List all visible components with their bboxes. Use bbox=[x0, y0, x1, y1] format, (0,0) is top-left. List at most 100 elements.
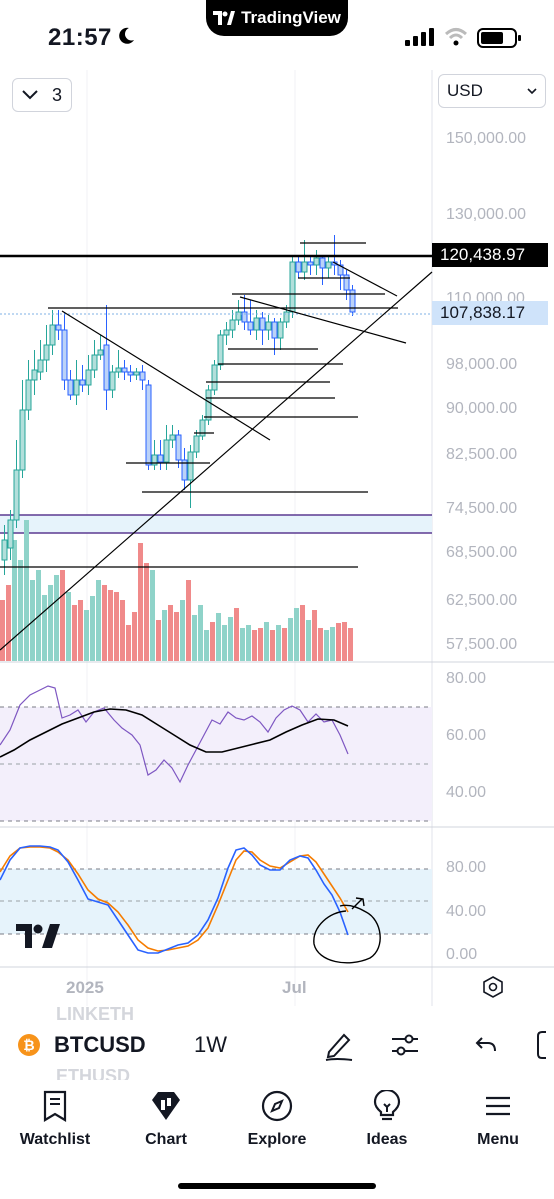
candle-body bbox=[271, 321, 278, 339]
volume-bar bbox=[240, 628, 245, 661]
descending-trendline bbox=[332, 261, 398, 297]
drawn-horizontal-lines bbox=[0, 242, 432, 568]
volume-bar bbox=[54, 575, 59, 661]
candle-body bbox=[211, 364, 218, 391]
price-tick: 62,500.00 bbox=[446, 592, 518, 609]
nav-label: Ideas bbox=[366, 1131, 408, 1148]
indicators-icon[interactable] bbox=[390, 1030, 420, 1060]
nav-menu[interactable]: Menu bbox=[448, 1090, 548, 1149]
symbol-toolbar bbox=[0, 1024, 554, 1068]
candle-body bbox=[139, 371, 146, 381]
rsi-ma-line bbox=[0, 708, 349, 758]
candle-body bbox=[349, 289, 356, 313]
candle-body bbox=[181, 459, 188, 481]
chevron-down-icon bbox=[527, 87, 537, 94]
wifi-icon bbox=[444, 28, 468, 46]
undo-icon[interactable] bbox=[474, 1034, 498, 1056]
hamburger-icon bbox=[486, 1096, 510, 1116]
moon-icon bbox=[119, 27, 134, 44]
candle-body bbox=[55, 324, 62, 331]
nav-explore[interactable]: Explore bbox=[227, 1090, 327, 1149]
price-tick: 150,000.00 bbox=[446, 130, 527, 147]
volume-bar bbox=[96, 580, 101, 661]
candle-body bbox=[277, 321, 284, 339]
volume-bar bbox=[312, 610, 317, 661]
nav-ideas[interactable]: Ideas bbox=[337, 1088, 437, 1149]
volume-bar bbox=[120, 600, 125, 661]
descending-trendline bbox=[61, 310, 271, 441]
candle-body bbox=[157, 454, 164, 463]
candle-body bbox=[301, 261, 308, 273]
candle-body bbox=[163, 439, 170, 463]
price-chart[interactable] bbox=[0, 70, 554, 1006]
candle-body bbox=[1, 539, 8, 561]
candle-body bbox=[103, 344, 110, 391]
tradingview-watermark-icon bbox=[16, 924, 60, 948]
volume-bar bbox=[60, 570, 65, 661]
price-tick: 68,500.00 bbox=[446, 544, 518, 561]
volume-bar bbox=[90, 596, 95, 661]
nav-chart[interactable]: Chart bbox=[116, 1090, 216, 1149]
currency-select[interactable]: USD bbox=[438, 74, 546, 108]
volume-bar bbox=[108, 590, 113, 661]
candle-body bbox=[295, 261, 302, 273]
candle-body bbox=[307, 261, 314, 266]
candle-body bbox=[169, 434, 176, 441]
candle-body bbox=[229, 319, 236, 331]
volume-bar bbox=[306, 620, 311, 661]
volume-bar bbox=[150, 570, 155, 661]
volume-bar bbox=[234, 608, 239, 661]
candle-body bbox=[325, 261, 332, 269]
volume-bar bbox=[228, 617, 233, 661]
volume-bar bbox=[42, 595, 47, 661]
volume-bar bbox=[18, 560, 23, 661]
volume-bar bbox=[222, 625, 227, 661]
current-price-badge: 107,838.17 bbox=[432, 301, 548, 325]
bottom-navigation bbox=[0, 1080, 554, 1199]
indicator-collapse-button[interactable]: 3 bbox=[12, 78, 72, 112]
candle-body bbox=[283, 311, 290, 323]
lightbulb-icon bbox=[373, 1088, 401, 1121]
drawn-trendlines bbox=[0, 261, 433, 651]
symbol-button[interactable]: BTCUSD bbox=[54, 1032, 146, 1057]
interval-button[interactable]: 1W bbox=[194, 1032, 227, 1057]
volume-bar bbox=[252, 630, 257, 661]
volume-bar bbox=[174, 612, 179, 661]
candle-body bbox=[145, 384, 152, 466]
candle-body bbox=[61, 329, 68, 381]
volume-bar bbox=[168, 605, 173, 661]
candle-body bbox=[187, 451, 194, 481]
candle-body bbox=[127, 371, 134, 376]
price-tick: 98,000.00 bbox=[446, 356, 518, 373]
ghost-watchlist-item: LINKETH bbox=[56, 1004, 134, 1024]
candle-body bbox=[49, 324, 56, 346]
volume-bar bbox=[264, 622, 269, 661]
indicator-count: 3 bbox=[51, 84, 62, 105]
highlighted-zone bbox=[0, 515, 432, 533]
status-time: 21:57 bbox=[48, 24, 112, 51]
stoch-rsi-pane bbox=[0, 845, 432, 964]
home-indicator bbox=[178, 1183, 376, 1189]
chart-settings-icon[interactable] bbox=[482, 976, 504, 998]
candle-body bbox=[37, 359, 44, 373]
volume-bar bbox=[198, 605, 203, 661]
volume-bar bbox=[12, 540, 17, 661]
drawing-pen-icon[interactable] bbox=[322, 1030, 356, 1062]
volume-bar bbox=[144, 563, 149, 661]
candle-body bbox=[133, 371, 140, 376]
compass-icon bbox=[261, 1090, 293, 1122]
nav-label: Chart bbox=[145, 1131, 187, 1148]
volume-bar bbox=[300, 605, 305, 661]
candle-body bbox=[265, 321, 272, 331]
price-tick: 82,500.00 bbox=[446, 446, 518, 463]
volume-bar bbox=[78, 600, 83, 661]
volume-bar bbox=[30, 580, 35, 661]
more-tools-icon[interactable] bbox=[536, 1030, 554, 1060]
volume-bar bbox=[336, 623, 341, 661]
volume-bar bbox=[114, 592, 119, 661]
candle-body bbox=[151, 454, 158, 466]
hand-drawn-arrow bbox=[351, 897, 365, 910]
rsi-pane bbox=[0, 685, 432, 822]
nav-watchlist[interactable]: Watchlist bbox=[5, 1090, 105, 1149]
nav-label: Watchlist bbox=[19, 1131, 91, 1148]
